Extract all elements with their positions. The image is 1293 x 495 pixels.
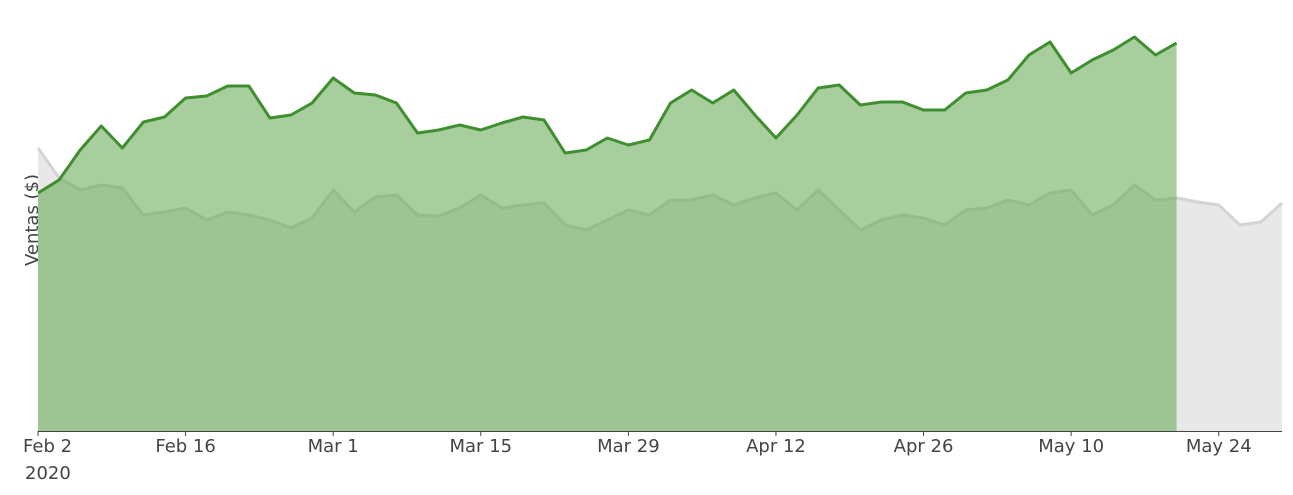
x-tick-label: Feb 2: [23, 436, 72, 457]
x-tick-label: Mar 15: [449, 436, 512, 457]
x-tick-label: May 24: [1186, 436, 1252, 457]
x-year-label: 2020: [25, 463, 71, 484]
x-tick-label: Feb 16: [155, 436, 216, 457]
x-tick-label: Apr 26: [894, 436, 954, 457]
area-line: [37, 35, 1178, 195]
x-tick-label: Apr 12: [746, 436, 806, 457]
y-axis-label: Ventas ($): [22, 174, 43, 266]
x-tick-label: May 10: [1038, 436, 1104, 457]
x-tick-label: Mar 29: [597, 436, 660, 457]
area-fill: [38, 37, 1177, 431]
x-tick-label: Mar 1: [308, 436, 359, 457]
